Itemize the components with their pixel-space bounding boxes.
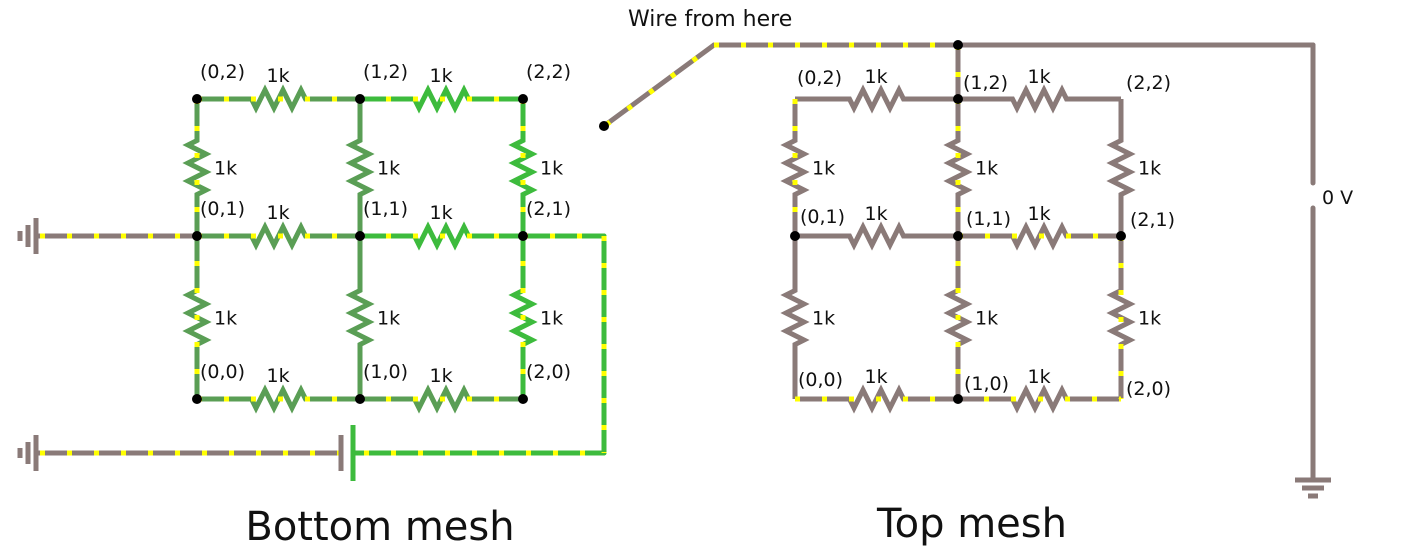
bottom-node-label: (0,1) — [200, 198, 245, 220]
top-node-label: (1,1) — [966, 208, 1011, 230]
top-node-label: (0,1) — [800, 206, 845, 228]
bottom-node-dot — [355, 231, 365, 241]
top-resistor-label-v-20: 1k — [1138, 308, 1161, 330]
bottom-resistor-label-v-20: 1k — [540, 308, 563, 330]
node-dots — [192, 40, 1126, 404]
bottom-node-label: (1,1) — [363, 198, 408, 220]
top-node-label: (0,2) — [797, 67, 842, 89]
top-resistor-v-01 — [780, 99, 810, 236]
top-resistor-label-h-00: 1k — [865, 366, 888, 388]
bottom-node-label: (1,2) — [363, 61, 408, 83]
bottom-node-dot — [192, 394, 202, 404]
bottom-resistor-v-01 — [182, 99, 212, 236]
top-node-dot — [953, 231, 963, 241]
bottom-resistor-label-h-12: 1k — [430, 65, 453, 87]
feed-wire-diagonal — [601, 42, 717, 129]
top-resistor-label-h-01: 1k — [865, 203, 888, 225]
top-resistor-label-h-02: 1k — [865, 66, 888, 88]
top-resistor-label-v-10: 1k — [975, 308, 998, 330]
probe-point-dot — [599, 121, 609, 131]
top-node-label: (1,0) — [964, 373, 1009, 395]
top-node-dot — [790, 231, 800, 241]
top-resistor-h-01 — [795, 221, 958, 251]
bottom-node-dot — [518, 231, 528, 241]
bottom-node-dot — [518, 394, 528, 404]
bottom-node-label: (0,2) — [200, 61, 245, 83]
top-node-label: (0,0) — [798, 369, 843, 391]
bottom-node-label: (1,0) — [363, 361, 408, 383]
bottom-node-dot — [192, 231, 202, 241]
bottom-node-dot — [192, 94, 202, 104]
bottom-mesh-title: Bottom mesh — [245, 504, 514, 550]
top-resistor-label-h-10: 1k — [1028, 366, 1051, 388]
ground-icon — [17, 435, 39, 471]
bottom-resistor-label-v-11: 1k — [377, 158, 400, 180]
top-resistor-v-00 — [780, 236, 810, 399]
bottom-resistor-label-v-01: 1k — [214, 158, 237, 180]
top-node-label: (2,2) — [1126, 72, 1171, 94]
top-mesh-title: Top mesh — [876, 501, 1067, 547]
top-node-label: (1,2) — [963, 72, 1008, 94]
top-resistor-label-v-21: 1k — [1138, 158, 1161, 180]
current-dots — [604, 42, 716, 128]
ground-icon — [17, 218, 39, 254]
top-resistor-label-v-01: 1k — [812, 158, 835, 180]
top-node-label: (2,0) — [1126, 378, 1171, 400]
resistors — [182, 84, 1136, 414]
top-node-dot — [953, 394, 963, 404]
bottom-resistor-v-21 — [508, 99, 538, 236]
top-resistor-h-02 — [795, 84, 958, 114]
bottom-node-label: (2,0) — [526, 361, 571, 383]
bottom-resistor-label-v-10: 1k — [377, 308, 400, 330]
ground-icon — [1295, 477, 1331, 499]
bottom-node-dot — [518, 94, 528, 104]
top-resistor-h-12 — [958, 84, 1121, 114]
bottom-resistor-label-h-01: 1k — [267, 202, 290, 224]
bottom-resistor-v-10 — [345, 236, 375, 399]
bottom-resistor-label-v-21: 1k — [540, 158, 563, 180]
wire-from-here-label: Wire from here — [628, 7, 792, 32]
top-node-dot — [1116, 231, 1126, 241]
bottom-resistor-label-h-00: 1k — [267, 365, 290, 387]
junction-dot — [953, 40, 963, 50]
node-labels: 1k 1k 1k 1k 1k 1k 1k 1k 1k 1k 1k 1k (0,0) (1,0) (2,0) (… — [200, 61, 1175, 400]
top-resistor-v-21 — [1106, 99, 1136, 236]
top-node-dot — [953, 94, 963, 104]
bottom-resistor-label-h-02: 1k — [267, 65, 290, 87]
top-resistor-v-11 — [943, 99, 973, 236]
top-node-label: (2,1) — [1130, 209, 1175, 231]
top-resistor-label-h-11: 1k — [1028, 203, 1051, 225]
zero-volt-label: 0 V — [1322, 187, 1353, 209]
bottom-node-label: (2,1) — [526, 198, 571, 220]
bottom-resistor-label-h-10: 1k — [430, 365, 453, 387]
bottom-node-label: (0,0) — [200, 361, 245, 383]
bottom-node-dot — [355, 94, 365, 104]
bottom-node-dot — [355, 394, 365, 404]
symbols — [17, 218, 1331, 499]
top-resistor-label-h-12: 1k — [1028, 66, 1051, 88]
top-resistor-label-v-00: 1k — [812, 308, 835, 330]
bottom-resistor-v-11 — [345, 99, 375, 236]
bottom-node-label: (2,2) — [526, 61, 571, 83]
top-resistor-label-v-11: 1k — [975, 158, 998, 180]
bottom-resistor-label-h-11: 1k — [430, 202, 453, 224]
bottom-resistor-label-v-00: 1k — [214, 308, 237, 330]
